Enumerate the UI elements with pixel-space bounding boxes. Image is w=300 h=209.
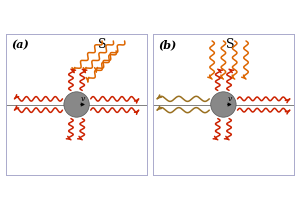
Text: (a): (a) bbox=[12, 40, 29, 51]
Text: S: S bbox=[98, 38, 106, 51]
Text: S: S bbox=[226, 38, 235, 51]
Text: (b): (b) bbox=[158, 40, 177, 51]
Circle shape bbox=[64, 92, 89, 117]
Circle shape bbox=[211, 92, 236, 117]
Text: v: v bbox=[228, 95, 232, 103]
Text: v: v bbox=[81, 95, 85, 103]
